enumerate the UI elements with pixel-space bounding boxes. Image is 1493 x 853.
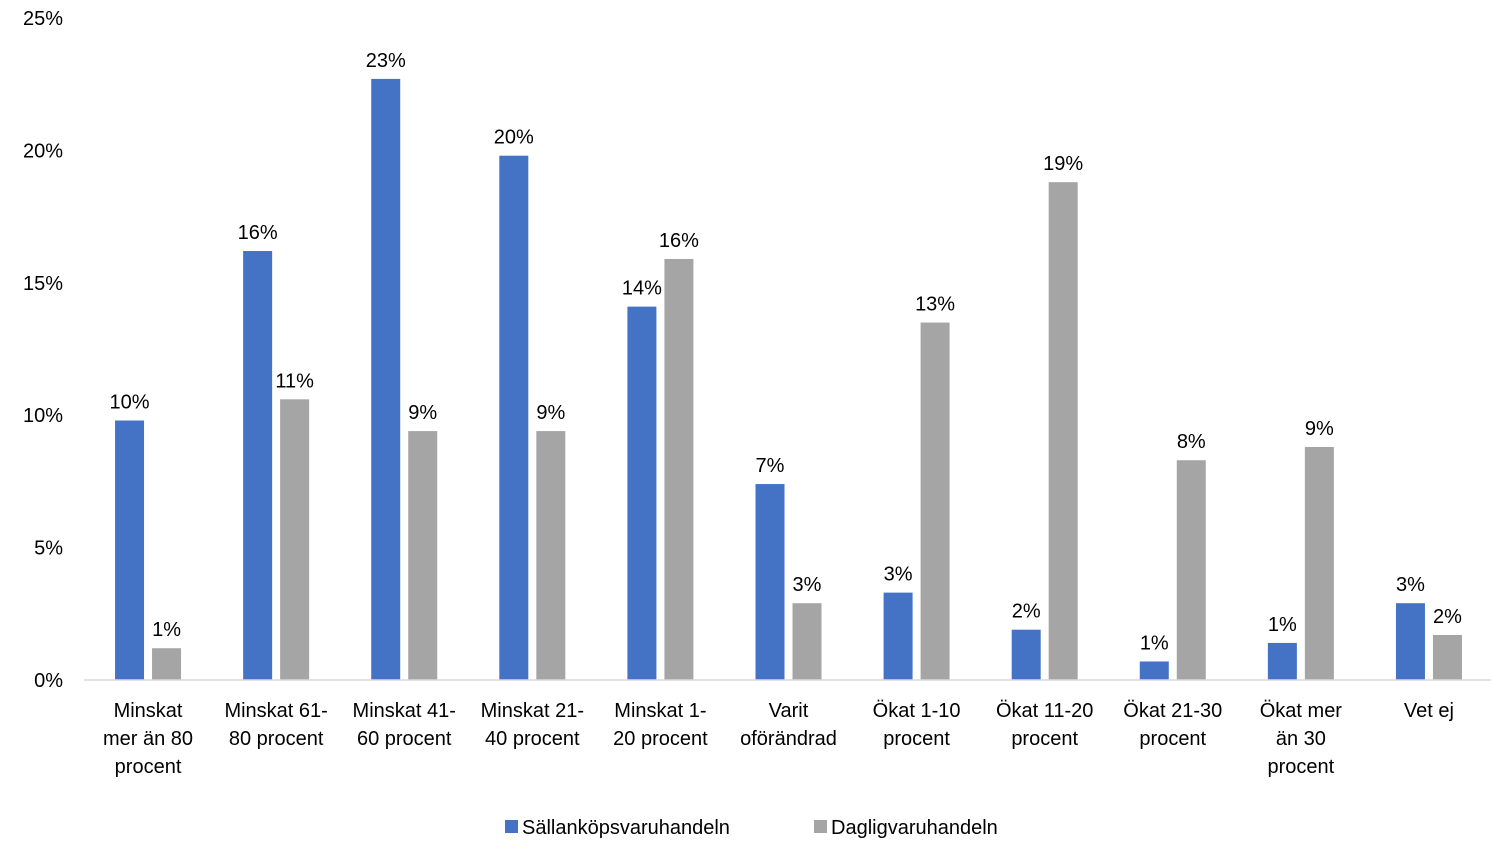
data-label: 9%: [1305, 418, 1334, 440]
data-label: 10%: [110, 391, 150, 413]
bar-dagligvaru: [1176, 460, 1206, 680]
legend-swatch: [814, 820, 827, 833]
data-label: 14%: [622, 278, 662, 300]
bar-sallankop: [627, 306, 657, 680]
data-label: 11%: [275, 370, 314, 392]
bar-sallankop: [371, 78, 401, 681]
legend: Sällanköpsvaruhandeln Dagligvaruhandeln: [505, 817, 998, 839]
bar-dagligvaru: [1048, 182, 1078, 680]
y-tick-label: 5%: [34, 538, 63, 560]
x-category-label: Minskat mer än 80 procent: [103, 700, 193, 778]
y-tick-label: 20%: [23, 140, 63, 162]
x-category-label: Vet ej: [1404, 700, 1454, 722]
x-category-label: Minskat 21-40 procent: [481, 700, 584, 750]
bar-sallankop: [499, 155, 529, 681]
data-labels: 10% 1% 16% 11% 23% 9% 20% 9% 14% 16% 7% 3% 3% 13% 2% 19…: [110, 50, 1463, 655]
x-axis: Minskat mer än 80 procent Minskat 61-80 pro…: [103, 700, 1454, 778]
y-axis: 0% 5% 10% 15% 20% 25%: [23, 8, 63, 692]
data-label: 9%: [408, 402, 437, 424]
data-label: 1%: [1268, 614, 1297, 636]
x-category-label: Ökat mer än 30 procent: [1260, 700, 1343, 778]
data-label: 20%: [494, 127, 534, 149]
data-label: 9%: [536, 402, 565, 424]
x-category-label: Ökat 11-20 procent: [996, 700, 1093, 750]
legend-label: Sällanköpsvaruhandeln: [522, 817, 730, 839]
data-label: 2%: [1433, 606, 1462, 628]
data-label: 23%: [366, 50, 406, 72]
bar-sallankop: [755, 484, 785, 680]
bar-sallankop: [1139, 661, 1169, 680]
bar-dagligvaru: [152, 648, 182, 680]
y-tick-label: 15%: [23, 273, 63, 295]
x-category-label: Minskat 1-20 procent: [613, 700, 708, 750]
data-label: 3%: [1396, 574, 1425, 596]
data-label: 16%: [659, 230, 699, 252]
data-label: 7%: [756, 455, 785, 477]
x-category-label: Ökat 1-10 procent: [873, 700, 961, 750]
data-label: 16%: [238, 222, 278, 244]
x-category-label: Varit oförändrad: [740, 700, 837, 750]
data-label: 8%: [1177, 431, 1206, 453]
bars: [115, 78, 1462, 681]
data-label: 19%: [1043, 153, 1083, 175]
legend-label: Dagligvaruhandeln: [831, 817, 998, 839]
y-tick-label: 25%: [23, 8, 63, 30]
data-label: 13%: [915, 294, 955, 316]
data-label: 1%: [152, 619, 181, 641]
bar-sallankop: [883, 592, 913, 680]
data-label: 1%: [1140, 632, 1169, 654]
data-label: 3%: [884, 564, 913, 586]
data-label: 2%: [1012, 601, 1041, 623]
y-tick-label: 0%: [34, 670, 63, 692]
bar-sallankop: [1395, 603, 1425, 680]
bar-dagligvaru: [1304, 446, 1334, 680]
x-category-label: Ökat 21-30 procent: [1123, 700, 1222, 750]
x-category-label: Minskat 61-80 procent: [224, 700, 327, 750]
bar-dagligvaru: [664, 258, 694, 680]
bar-sallankop: [115, 420, 145, 680]
bar-dagligvaru: [1432, 634, 1462, 680]
bar-dagligvaru: [792, 603, 822, 680]
bar-dagligvaru: [920, 322, 950, 680]
bar-dagligvaru: [280, 399, 310, 680]
data-label: 3%: [793, 574, 822, 596]
bar-sallankop: [243, 251, 273, 681]
bar-sallankop: [1011, 629, 1041, 680]
bar-sallankop: [1267, 642, 1297, 680]
legend-swatch: [505, 820, 518, 833]
x-category-label: Minskat 41-60 procent: [353, 700, 456, 750]
bar-dagligvaru: [536, 431, 566, 680]
y-tick-label: 10%: [23, 405, 63, 427]
bar-dagligvaru: [408, 431, 438, 680]
